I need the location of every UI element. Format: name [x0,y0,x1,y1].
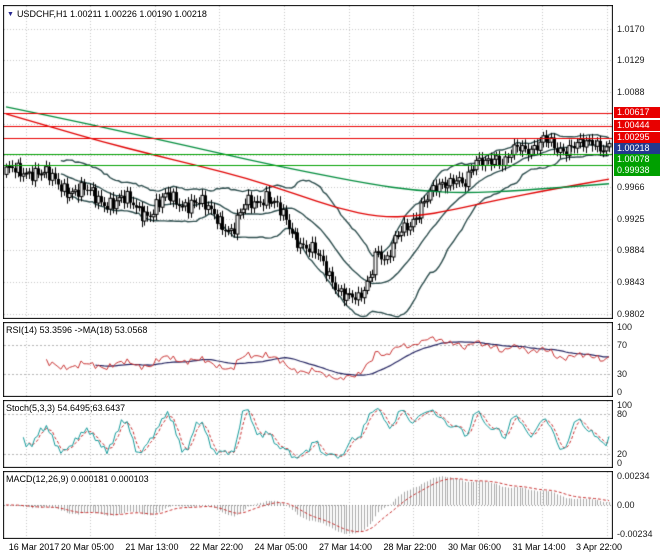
axis-tick-label: 0.9802 [617,309,645,319]
time-tick-label: 27 Mar 14:00 [318,542,373,552]
axis-tick-label: -0.00234 [617,529,653,539]
stochastic-panel-canvas[interactable] [3,400,613,468]
axis-tick-label: 30 [617,369,628,380]
time-tick-label: 22 Mar 22:00 [189,542,243,552]
time-tick-label: 20 Mar 05:00 [60,542,114,552]
axis-tick-label: 0 [617,387,623,397]
time-axis: 16 Mar 2017 20 Mar 05:00 21 Mar 13:00 22 Ma… [0,540,660,558]
stochastic-label: Stoch(5,3,3) 54.6495;63.6437 [6,403,126,413]
stochastic-axis: 100 80 20 0 [614,400,660,468]
time-tick-label: 16 Mar 2017 [8,542,60,552]
chart-header: ▼ USDCHF,H1 1.00211 1.00226 1.00190 1.002… [7,9,207,19]
resistance-price-badge: 1.00295 [614,131,660,143]
resistance-price-badge: 1.00444 [614,119,660,131]
time-tick-label: 24 Mar 05:00 [254,542,308,552]
axis-tick-label: 0.9966 [617,181,645,192]
axis-tick-label: 1.0088 [617,87,645,98]
stochastic-header: Stoch(5,3,3) 54.6495;63.6437 [6,403,125,413]
time-tick-label: 30 Mar 06:00 [448,542,502,552]
axis-tick-label: 0.9843 [617,277,645,288]
macd-axis: 0.00234 0.00 -0.00234 [614,471,660,539]
axis-tick-label: 0.00 [617,500,635,510]
macd-label: MACD(12,26,9) 0.000181 0.000103 [6,474,149,484]
macd-header: MACD(12,26,9) 0.000181 0.000103 [6,474,149,484]
time-tick-label: 3 Apr 22:00 [575,542,622,552]
support-price-badge: 1.00078 [614,153,660,165]
axis-tick-label: 0.9884 [617,245,645,256]
axis-tick-label: 0.9925 [617,213,645,224]
axis-tick-label: 100 [617,400,633,410]
resistance-price-badge: 1.00617 [614,106,660,118]
time-tick-label: 31 Mar 14:00 [512,542,566,552]
support-price-badge: 0.99938 [614,164,660,176]
rsi-panel-canvas[interactable] [3,322,613,397]
symbol-dropdown-icon[interactable]: ▼ [7,11,14,18]
axis-tick-label: 20 [617,448,628,459]
axis-tick-label: 100 [617,322,633,332]
main-chart-canvas[interactable] [3,5,613,319]
axis-tick-label: 0 [617,458,623,468]
time-tick-label: 28 Mar 22:00 [383,542,437,552]
rsi-header: RSI(14) 53.3596 ->MA(18) 53.0568 [6,325,147,335]
axis-tick-label: 80 [617,409,628,420]
axis-tick-label: 70 [617,339,628,350]
rsi-label: RSI(14) 53.3596 ->MA(18) 53.0568 [6,325,148,335]
main-price-axis: 1.01701.01291.00881.00471.00070.99660.99… [614,5,660,319]
time-tick-label: 21 Mar 13:00 [125,542,179,552]
macd-panel-canvas[interactable] [3,471,613,539]
axis-tick-label: 1.0170 [617,23,645,34]
current-price-badge: 1.00218 [614,142,660,154]
axis-tick-label: 0.00234 [617,471,650,481]
rsi-axis: 100 70 30 0 [614,322,660,397]
axis-tick-label: 1.0129 [617,55,645,66]
symbol-ohlc-label: USDCHF,H1 1.00211 1.00226 1.00190 1.0021… [16,9,207,19]
